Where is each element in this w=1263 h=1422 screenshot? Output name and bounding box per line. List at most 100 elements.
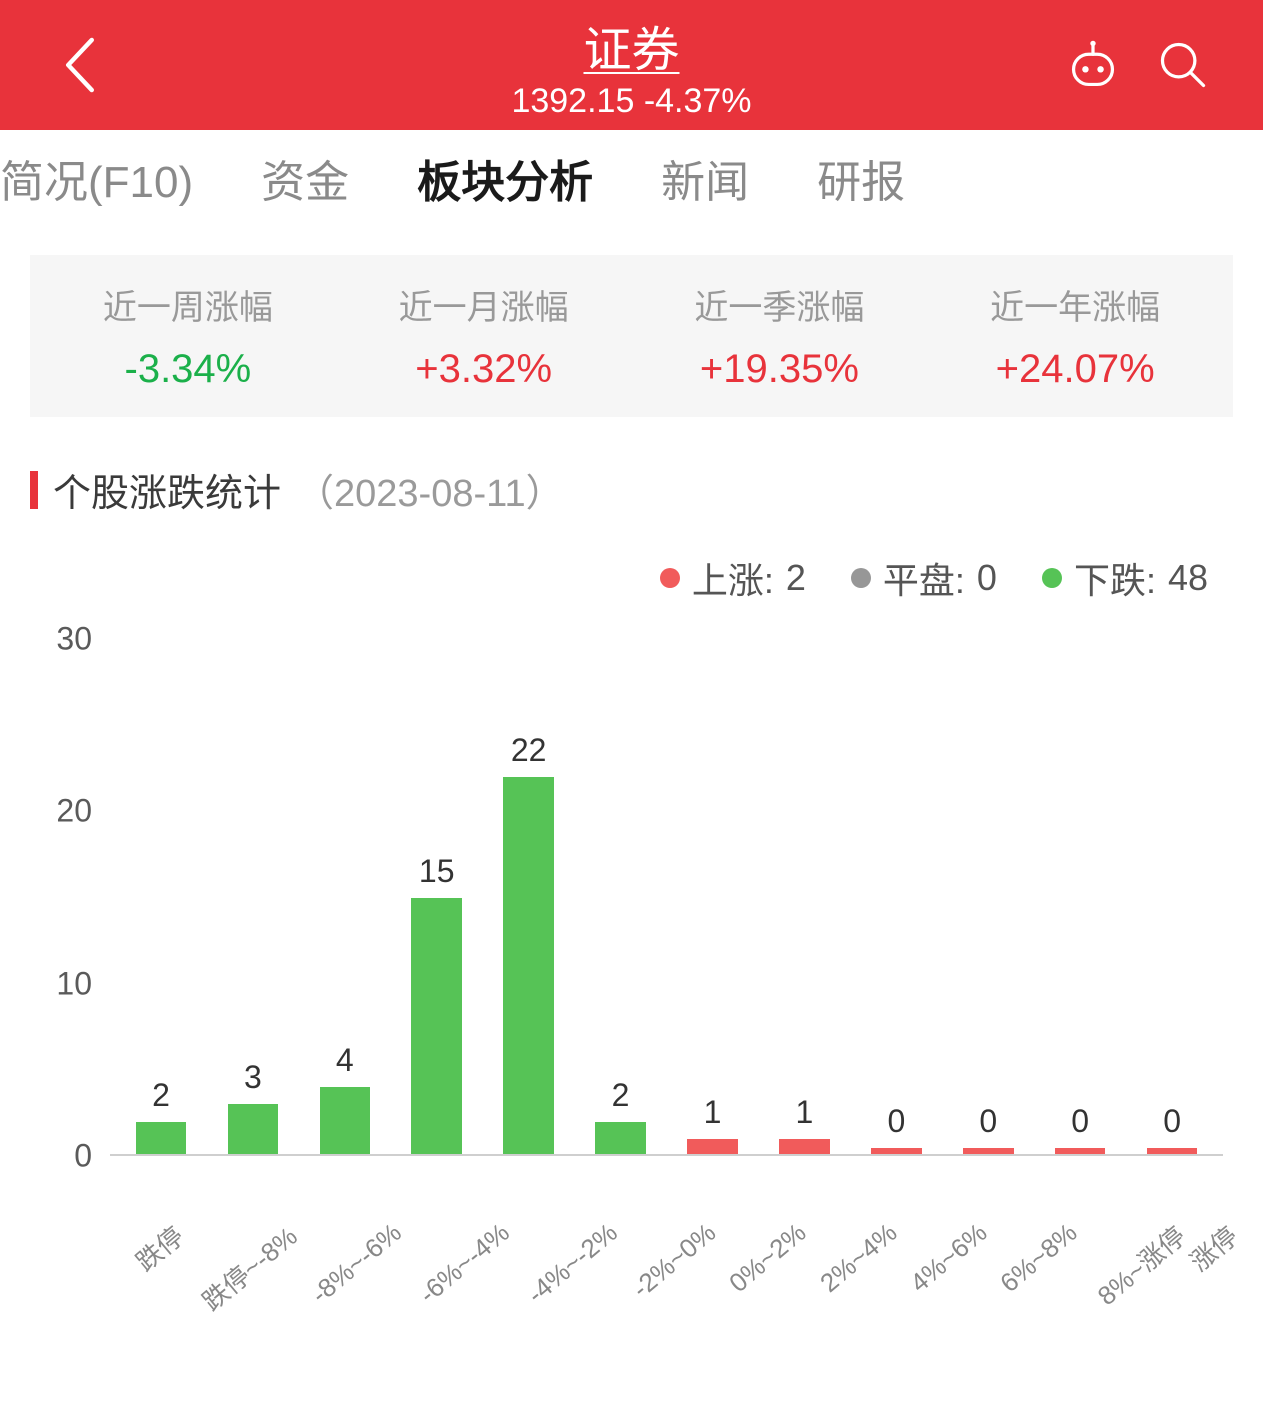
legend-flat-dot <box>851 568 871 588</box>
x-label: 4%~6% <box>904 1217 997 1303</box>
chart-baseline <box>110 1154 1223 1156</box>
tab-4[interactable]: 研报 <box>783 130 939 225</box>
legend-down-value: 48 <box>1168 557 1208 599</box>
bar-slot[interactable]: 15 <box>391 639 483 1156</box>
section-header: 个股涨跌统计 （2023-08-11） <box>30 462 1233 517</box>
bar <box>228 1104 279 1156</box>
x-label: 6%~8% <box>995 1217 1088 1303</box>
bar-slot[interactable]: 0 <box>942 639 1034 1156</box>
x-label: 跌停~-8% <box>194 1217 305 1318</box>
legend-down-dot <box>1042 568 1062 588</box>
bar-value-label: 4 <box>336 1042 354 1079</box>
bar-slot[interactable]: 3 <box>207 639 299 1156</box>
x-label-slot: 跌停 <box>115 1202 167 1239</box>
chart-x-axis: 跌停跌停~-8%-8%~-6%-6%~-4%-4%~-2%-2%~0%0%~2%… <box>110 1202 1223 1239</box>
bar-slot[interactable]: 1 <box>667 639 759 1156</box>
stat-value: -3.34% <box>40 347 336 392</box>
period-stats: 近一周涨幅 -3.34%近一月涨幅 +3.32%近一季涨幅 +19.35% 近一年涨幅 +… <box>30 255 1233 417</box>
stat-item-0[interactable]: 近一周涨幅 -3.34% <box>40 280 336 392</box>
chevron-left-icon <box>62 37 98 93</box>
bar-slot[interactable]: 2 <box>115 639 207 1156</box>
legend-flat-label: 平盘: <box>883 552 965 604</box>
tab-0[interactable]: 简况(F10) <box>0 130 227 225</box>
bar-value-label: 1 <box>704 1094 722 1131</box>
page-title: 证券 <box>511 10 751 80</box>
search-button[interactable] <box>1153 35 1213 95</box>
legend-flat-value: 0 <box>977 557 997 599</box>
bar-value-label: 1 <box>796 1094 814 1131</box>
bar-slot[interactable]: 0 <box>850 639 942 1156</box>
legend-down-label: 下跌: <box>1074 552 1156 604</box>
app-header: 证券 1392.15 -4.37% <box>0 0 1263 130</box>
bar-value-label: 2 <box>612 1077 630 1114</box>
stat-item-3[interactable]: 近一年涨幅 +24.07% <box>927 280 1223 392</box>
legend-down: 下跌: 48 <box>1042 552 1208 604</box>
x-label: 0%~2% <box>724 1217 817 1303</box>
y-tick: 20 <box>56 793 92 830</box>
bar-value-label: 22 <box>511 732 547 769</box>
stat-value: +19.35% <box>632 347 928 392</box>
stat-label: 近一月涨幅 <box>336 280 632 329</box>
bar-slot[interactable]: 0 <box>1126 639 1218 1156</box>
section-accent <box>30 471 38 509</box>
x-label: 2%~4% <box>814 1217 907 1303</box>
back-button[interactable] <box>50 35 110 95</box>
stat-value: +3.32% <box>336 347 632 392</box>
x-label: 8%~涨停 <box>1088 1217 1192 1313</box>
x-label: -2%~0% <box>627 1217 727 1309</box>
header-actions <box>1063 35 1213 95</box>
index-change: -4.37% <box>644 82 752 120</box>
section-date: （2023-08-11） <box>296 462 564 517</box>
x-label-slot: -8%~-6% <box>280 1202 388 1239</box>
legend-up: 上涨: 2 <box>660 552 806 604</box>
tab-3[interactable]: 新闻 <box>627 130 783 225</box>
bar <box>503 777 554 1156</box>
x-label-slot: 跌停~-8% <box>167 1202 280 1239</box>
bar-value-label: 0 <box>887 1103 905 1140</box>
bar-slot[interactable]: 4 <box>299 639 391 1156</box>
assistant-button[interactable] <box>1063 35 1123 95</box>
legend-flat: 平盘: 0 <box>851 552 997 604</box>
chart-y-axis: 0 10 20 30 <box>30 624 110 1194</box>
bar-slot[interactable]: 22 <box>483 639 575 1156</box>
distribution-chart: 0102030 23415222110000 跌停跌停~-8%-8%~-6%-6… <box>30 624 1233 1292</box>
header-center[interactable]: 证券 1392.15 -4.37% <box>511 10 751 121</box>
stat-item-1[interactable]: 近一月涨幅 +3.32% <box>336 280 632 392</box>
stat-label: 近一周涨幅 <box>40 280 336 329</box>
bar-slot[interactable]: 0 <box>1034 639 1126 1156</box>
y-tick: 0 <box>74 1138 92 1175</box>
tab-1[interactable]: 资金 <box>227 130 383 225</box>
tab-2[interactable]: 板块分析 <box>383 130 627 225</box>
x-label-slot: 8%~涨停 <box>1064 1202 1169 1239</box>
index-value: 1392.15 <box>511 82 634 120</box>
bar-slot[interactable]: 1 <box>758 639 850 1156</box>
stat-label: 近一年涨幅 <box>927 280 1223 329</box>
x-label: -6%~-4% <box>413 1217 519 1315</box>
bar-value-label: 0 <box>979 1103 997 1140</box>
stat-label: 近一季涨幅 <box>632 280 928 329</box>
stat-item-2[interactable]: 近一季涨幅 +19.35% <box>632 280 928 392</box>
bar <box>595 1122 646 1156</box>
bar-value-label: 2 <box>152 1077 170 1114</box>
section-title: 个股涨跌统计 <box>53 462 281 517</box>
search-icon <box>1156 38 1210 92</box>
bar-value-label: 0 <box>1163 1103 1181 1140</box>
bar-slot[interactable]: 2 <box>575 639 667 1156</box>
x-label: 涨停 <box>1181 1217 1245 1279</box>
x-label-slot: -6%~-4% <box>388 1202 496 1239</box>
bar-value-label: 0 <box>1071 1103 1089 1140</box>
chart-plot-area: 23415222110000 <box>110 624 1233 1194</box>
bar <box>136 1122 187 1156</box>
y-tick: 10 <box>56 965 92 1002</box>
x-label: -4%~-2% <box>521 1217 627 1315</box>
stat-value: +24.07% <box>927 347 1223 392</box>
x-label-slot: -4%~-2% <box>496 1202 604 1239</box>
nav-tabs: 简况(F10)资金板块分析新闻研报 <box>0 130 1263 225</box>
bar-value-label: 3 <box>244 1059 262 1096</box>
x-label: -8%~-6% <box>306 1217 412 1315</box>
legend-up-label: 上涨: <box>692 552 774 604</box>
bar-value-label: 15 <box>419 853 455 890</box>
y-tick: 30 <box>56 621 92 658</box>
bar <box>411 898 462 1157</box>
robot-icon <box>1066 38 1120 92</box>
